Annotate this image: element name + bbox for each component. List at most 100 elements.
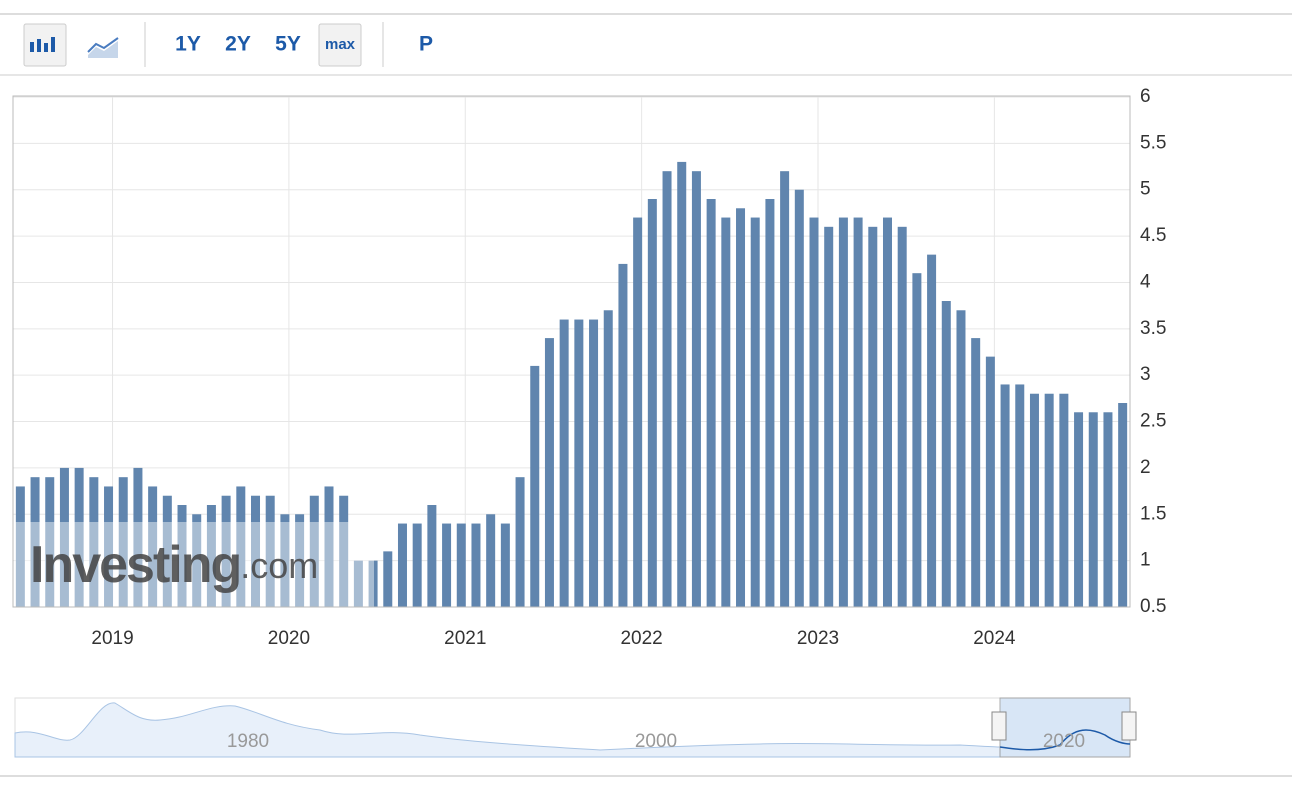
bar [192, 514, 202, 607]
bar [544, 338, 554, 607]
bar [500, 523, 510, 607]
bar-view-button[interactable] [23, 23, 67, 67]
bar [471, 523, 481, 607]
y-tick-label: 1.5 [1140, 503, 1166, 524]
bar [280, 514, 290, 607]
max-button-bg[interactable] [318, 23, 362, 67]
bar [118, 477, 128, 607]
watermark-veil [14, 522, 374, 607]
bar [515, 477, 525, 607]
bar [236, 486, 246, 607]
range-button[interactable]: 1Y [175, 33, 201, 56]
bar [559, 319, 569, 607]
bar [633, 217, 643, 607]
y-tick-label: 4.5 [1140, 225, 1166, 246]
period-button[interactable]: P [419, 33, 433, 56]
bar [177, 505, 187, 607]
bar [221, 495, 231, 607]
bar [941, 301, 951, 607]
bar [603, 310, 613, 607]
bar [868, 226, 878, 607]
bar [1044, 393, 1054, 607]
bar [397, 523, 407, 607]
bar [412, 523, 422, 607]
bar [383, 551, 393, 607]
bar [985, 356, 995, 607]
bar [647, 199, 657, 607]
bar [1103, 412, 1113, 607]
range-button[interactable]: max [325, 36, 356, 53]
bar [706, 199, 716, 607]
bar [162, 495, 172, 607]
bar [838, 217, 848, 607]
bar [45, 477, 55, 607]
bar [442, 523, 452, 607]
bar [971, 338, 981, 607]
navigator [14, 697, 1137, 758]
bar [721, 217, 731, 607]
x-tick-label: 2024 [973, 628, 1016, 649]
y-tick-label: 0.5 [1140, 596, 1166, 617]
bar [824, 226, 834, 607]
bar [368, 560, 378, 607]
bar [530, 365, 540, 607]
bar [1118, 403, 1128, 607]
bar [89, 477, 99, 607]
y-tick-label: 6 [1140, 86, 1151, 107]
bar [15, 486, 25, 607]
bar [809, 217, 819, 607]
y-tick-label: 3.5 [1140, 318, 1166, 339]
range-button[interactable]: 2Y [225, 33, 251, 56]
bar [74, 467, 84, 607]
y-tick-label: 1 [1140, 550, 1151, 571]
bar [618, 263, 628, 607]
navigator-label: 2000 [635, 731, 677, 752]
bar [427, 505, 437, 607]
bar [133, 467, 143, 607]
x-tick-label: 2021 [444, 628, 486, 649]
x-tick-label: 2022 [620, 628, 662, 649]
bar [1088, 412, 1098, 607]
navigator-label: 1980 [227, 731, 269, 752]
bar [309, 495, 319, 607]
bar [456, 523, 466, 607]
watermark-main: Investing [30, 536, 240, 594]
x-tick-label: 2020 [268, 628, 310, 649]
bar [897, 226, 907, 607]
x-tick-label: 2023 [797, 628, 839, 649]
plot-frame [12, 95, 1131, 608]
bar [927, 254, 937, 608]
bar [353, 560, 363, 607]
navigator-label: 2020 [1043, 731, 1085, 752]
bar [589, 319, 599, 607]
x-tick-label: 2019 [91, 628, 133, 649]
bar [853, 217, 863, 607]
y-tick-label: 3 [1140, 364, 1151, 385]
bar [148, 486, 158, 607]
y-tick-label: 4 [1140, 271, 1151, 292]
bar [295, 514, 305, 607]
bar [1074, 412, 1084, 607]
bar [780, 171, 790, 607]
bar [882, 217, 892, 607]
bar [677, 161, 687, 607]
bar [1029, 393, 1039, 607]
line-view-button[interactable] [87, 37, 119, 58]
y-tick-label: 5.5 [1140, 132, 1166, 153]
bar [30, 477, 40, 607]
bar [794, 189, 804, 607]
bar [104, 486, 114, 607]
bar [251, 495, 261, 607]
bar [339, 495, 349, 607]
bar [956, 310, 966, 607]
bar [736, 208, 746, 608]
bar [206, 505, 216, 607]
bar [1000, 384, 1010, 607]
bar [486, 514, 496, 607]
bar [912, 273, 922, 607]
bar [691, 171, 701, 607]
range-button[interactable]: 5Y [275, 33, 301, 56]
y-tick-label: 2.5 [1140, 411, 1166, 432]
watermark: Investing.com [30, 536, 318, 594]
